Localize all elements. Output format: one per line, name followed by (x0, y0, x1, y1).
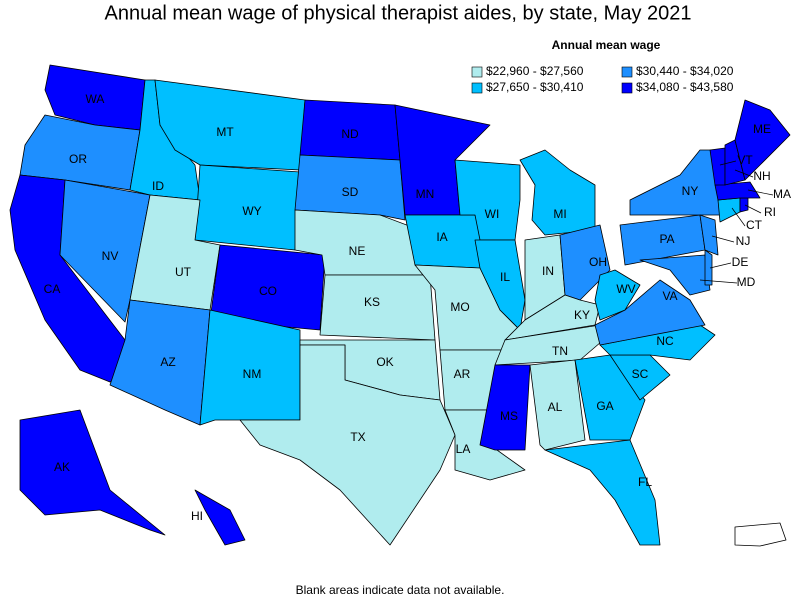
map-title: Annual mean wage of physical therapist a… (104, 2, 691, 24)
state-label: SC (632, 367, 649, 381)
legend-swatch (621, 82, 633, 94)
state-shape (59, 179, 151, 323)
leader-line (709, 262, 732, 269)
state-label: CA (44, 282, 61, 296)
state-label: OR (69, 152, 87, 166)
leader-line (731, 207, 746, 227)
state-label: MI (553, 207, 566, 221)
legend-swatch (471, 82, 483, 94)
state-shape (699, 214, 719, 256)
leader-line (747, 189, 774, 196)
state-label: AZ (160, 355, 175, 369)
footnote: Blank areas indicate data not available. (296, 583, 505, 597)
state-label: MN (416, 187, 435, 201)
state-label: WI (485, 207, 500, 221)
state-labels: WA OR CA NV ID MT WY UT CO AZ NM ND SD NE KS OK TX MN IA MO… (44, 92, 791, 523)
state-shape (19, 409, 166, 536)
state-label: LA (456, 442, 471, 456)
state-label: WY (242, 204, 261, 218)
puerto-rico (734, 522, 787, 547)
state-label: UT (175, 265, 192, 279)
legend-title: Annual mean wage (552, 38, 661, 52)
state-label: OH (589, 255, 607, 269)
legend-label: $22,960 - $27,560 (486, 64, 584, 78)
state-shape (574, 354, 646, 441)
state-label: NH (753, 169, 770, 183)
state-shape (704, 249, 713, 286)
state-shape (209, 244, 326, 331)
state-shape (239, 344, 456, 546)
leader-line (734, 169, 754, 178)
leader-line (711, 235, 735, 243)
state-label: TN (552, 344, 568, 358)
state-label: MA (773, 187, 791, 201)
state-shape (294, 154, 406, 221)
leader-line (744, 204, 762, 214)
state-label: NM (243, 367, 262, 381)
state-label: MS (500, 409, 518, 423)
state-label: VT (737, 153, 753, 167)
leader-line (699, 279, 738, 284)
legend-swatch (621, 66, 633, 78)
state-label: HI (191, 509, 203, 523)
legend-label: $30,440 - $34,020 (636, 64, 734, 78)
state-label: GA (596, 399, 613, 413)
state-label: NY (682, 184, 699, 198)
state-shape (479, 364, 531, 451)
state-label: SD (342, 185, 359, 199)
state-label: NC (656, 334, 674, 348)
state-shape (739, 197, 749, 213)
state-shape (544, 439, 661, 546)
state-shape (194, 489, 246, 546)
state-label: WA (86, 92, 105, 106)
state-label: MO (450, 300, 469, 314)
state-shape (559, 224, 611, 301)
state-label: MD (737, 275, 756, 289)
state-label: MT (216, 125, 234, 139)
state-label: VA (662, 289, 677, 303)
state-shape (529, 359, 586, 451)
state-label: WV (616, 282, 635, 296)
state-label: NE (349, 244, 366, 258)
states (9, 64, 791, 546)
state-label: KY (574, 308, 590, 322)
state-label: ME (753, 122, 771, 136)
state-label: AK (54, 460, 70, 474)
state-label: FL (638, 475, 652, 489)
state-label: IL (500, 270, 510, 284)
state-label: IN (542, 264, 554, 278)
state-label: KS (364, 295, 380, 309)
state-label: OK (376, 355, 393, 369)
state-label: CO (259, 284, 277, 298)
state-label: NV (102, 249, 119, 263)
state-shape (639, 254, 711, 296)
state-shape (594, 269, 641, 321)
state-label: IA (436, 230, 447, 244)
legend-label: $27,650 - $30,410 (486, 80, 584, 94)
state-label: CT (746, 218, 763, 232)
state-label: AR (454, 367, 471, 381)
leader-line (719, 160, 737, 166)
state-shape (19, 114, 141, 191)
legend: $22,960 - $27,560 $27,650 - $30,410 $30,44… (471, 64, 734, 94)
state-label: AL (548, 400, 563, 414)
state-label: ND (341, 127, 359, 141)
state-label: PA (659, 232, 674, 246)
state-shape (734, 99, 791, 181)
state-shape (714, 181, 761, 201)
legend-swatch (471, 66, 483, 78)
state-label: DE (732, 255, 749, 269)
state-shape (494, 324, 616, 366)
legend-label: $34,080 - $43,580 (636, 80, 734, 94)
state-label: NJ (736, 234, 751, 248)
state-label: TX (350, 430, 365, 444)
state-label: RI (764, 205, 776, 219)
state-label: ID (152, 179, 164, 193)
